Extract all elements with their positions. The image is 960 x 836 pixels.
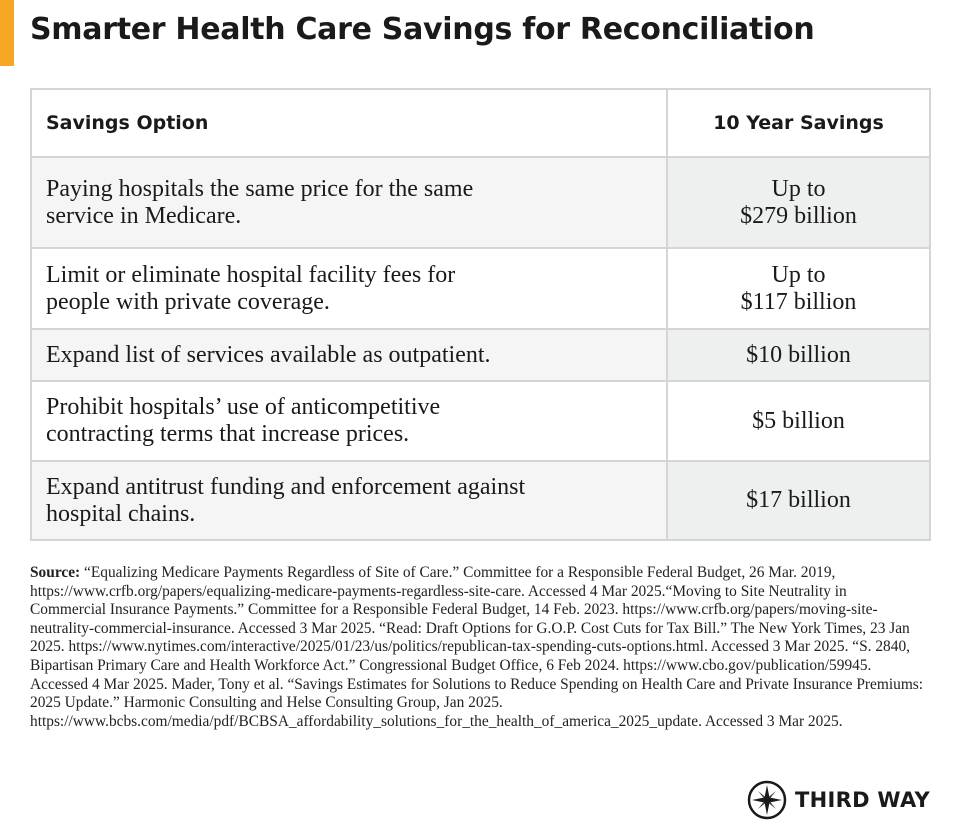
table-row: Expand antitrust funding and enforcement… <box>30 460 931 541</box>
option-cell: Paying hospitals the same price for the … <box>30 156 668 249</box>
table-row: Paying hospitals the same price for the … <box>30 156 931 249</box>
column-header: 10 Year Savings <box>666 88 931 158</box>
table-row: Prohibit hospitals’ use of anticompetiti… <box>30 380 931 462</box>
savings-cell: $5 billion <box>666 380 931 462</box>
source-text: “Equalizing Medicare Payments Regardless… <box>30 564 924 730</box>
option-cell: Limit or eliminate hospital facility fee… <box>30 247 668 330</box>
table-row: Expand list of services available as out… <box>30 328 931 382</box>
option-cell: Expand antitrust funding and enforcement… <box>30 460 668 541</box>
savings-cell: Up to $117 billion <box>666 247 931 330</box>
accent-bar <box>0 0 14 66</box>
logo: THIRD WAY <box>747 780 930 820</box>
source-note: Source: “Equalizing Medicare Payments Re… <box>30 564 925 731</box>
logo-icon <box>747 780 787 820</box>
column-header: Savings Option <box>30 88 668 158</box>
savings-cell: $10 billion <box>666 328 931 382</box>
option-cell: Prohibit hospitals’ use of anticompetiti… <box>30 380 668 462</box>
table-row: Limit or eliminate hospital facility fee… <box>30 247 931 330</box>
logo-text: THIRD WAY <box>795 788 930 812</box>
option-cell: Expand list of services available as out… <box>30 328 668 382</box>
title: Smarter Health Care Savings for Reconcil… <box>30 12 815 47</box>
source-label: Source: <box>30 564 81 581</box>
header-row: Savings Option 10 Year Savings <box>30 88 931 158</box>
savings-table: Savings Option 10 Year Savings Paying ho… <box>30 88 931 541</box>
savings-cell: Up to $279 billion <box>666 156 931 249</box>
savings-cell: $17 billion <box>666 460 931 541</box>
